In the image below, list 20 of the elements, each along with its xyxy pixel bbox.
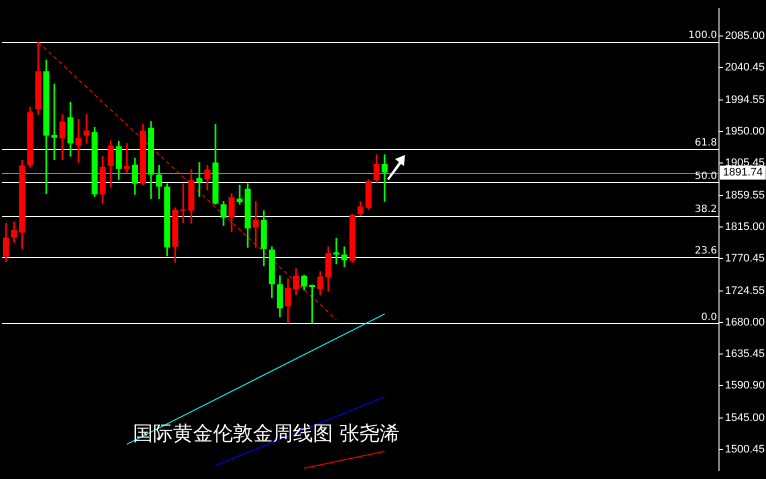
y-tick-label: 1770.45 [725,252,765,264]
y-tick-label: 1545.00 [725,412,765,424]
y-tick-label: 2040.45 [725,61,765,74]
annotation: 0.0 [701,312,717,323]
y-tick-label: 1500.45 [725,444,765,456]
y-tick-label: 1950.00 [725,125,765,138]
y-tick-label: 1590.90 [725,380,765,392]
annotation: 50.0 [694,170,717,182]
annotation: 100.0 [688,30,717,42]
annotation: 61.8 [694,138,717,149]
y-tick-label: 1859.55 [725,189,765,202]
ref-line-label: 1891.74 [723,166,763,179]
annotation: 38.2 [694,204,717,216]
annotation: 23.6 [694,245,717,256]
y-tick-label: 2085.00 [725,30,765,42]
y-tick-label: 1635.45 [725,348,765,360]
y-tick-label: 1680.00 [725,316,765,329]
y-tick-label: 1724.55 [725,284,765,297]
y-tick-label: 1815.00 [725,220,765,233]
y-tick-label: 1994.55 [725,94,765,106]
